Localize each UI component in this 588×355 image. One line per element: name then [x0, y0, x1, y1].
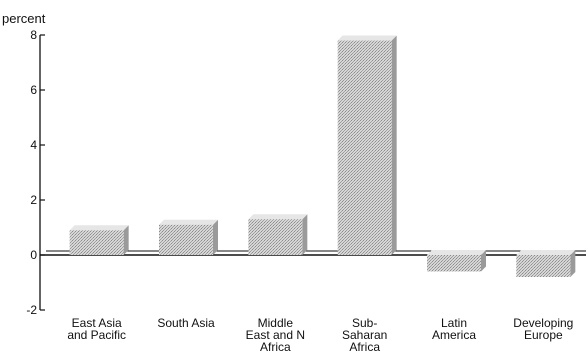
bar [337, 40, 392, 255]
bar-group [516, 250, 576, 277]
bar-group [427, 250, 486, 272]
bar [159, 224, 213, 255]
y-tick-label: 4 [30, 138, 37, 152]
y-tick-label: 2 [30, 193, 37, 207]
bar-side [481, 250, 486, 272]
bar [427, 255, 481, 272]
bar-side [213, 219, 218, 255]
x-tick-label: South Asia [157, 316, 215, 330]
y-tick-label: 0 [30, 248, 37, 262]
bar-top [159, 219, 218, 225]
x-tick-label: East and N [246, 328, 305, 342]
x-tick-label: East Asia [72, 316, 122, 330]
x-tick-label: Africa [260, 340, 291, 354]
x-tick-label: Africa [349, 340, 380, 354]
x-tick-label: Middle [258, 316, 294, 330]
bar-group [248, 214, 308, 255]
x-tick-label: Europe [524, 328, 563, 342]
x-tick-label: Saharan [342, 328, 387, 342]
bar-group [337, 35, 397, 255]
bar-top [248, 214, 308, 220]
y-tick-label: 6 [30, 83, 37, 97]
x-tick-label: Latin [441, 316, 467, 330]
bar-side [391, 35, 397, 255]
x-tick-label: Sub- [352, 316, 377, 330]
y-tick-label: -2 [26, 303, 37, 317]
bar-top [516, 250, 576, 255]
y-axis-label: percent [2, 11, 46, 26]
x-tick-label: Developing [513, 316, 573, 330]
bar-group [69, 225, 129, 255]
x-tick-label: and Pacific [67, 328, 126, 342]
bar [516, 255, 571, 277]
bar-side [302, 214, 308, 255]
x-tick-label: America [432, 328, 476, 342]
bar-side [570, 250, 576, 277]
bar [69, 230, 124, 255]
bar-top [69, 225, 129, 231]
bars [69, 35, 576, 277]
bar-group [159, 219, 218, 255]
bar [248, 219, 303, 255]
bar-top [427, 250, 486, 255]
bar-side [123, 225, 129, 255]
y-tick-label: 8 [30, 28, 37, 42]
y-axis: -2 0 2 4 6 8 [26, 28, 586, 317]
bar-top [337, 35, 397, 41]
